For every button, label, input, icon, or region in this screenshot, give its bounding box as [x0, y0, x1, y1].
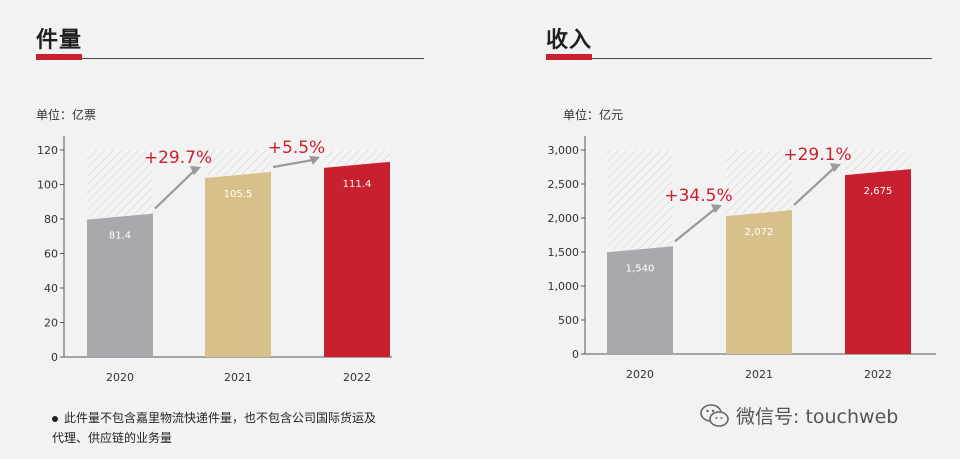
y-tick-label: 0 — [572, 348, 579, 361]
growth-arrow-head — [830, 163, 841, 173]
bar-value-label: 81.4 — [109, 231, 131, 242]
y-tick-label: 1,500 — [548, 246, 580, 259]
volume-title-rule — [36, 58, 424, 59]
growth-arrow-line — [674, 207, 717, 243]
hatch-area — [205, 150, 271, 176]
x-category-label: 2021 — [745, 368, 773, 381]
y-tick-label: 500 — [558, 314, 579, 327]
volume-title-accent — [36, 54, 82, 60]
y-tick-label: 1,000 — [548, 280, 580, 293]
footnote-line-2: 代理、供应链的业务量 — [52, 431, 173, 445]
volume-unit-label: 单位：亿票 — [36, 108, 97, 122]
volume-panel: 件量 单位：亿票 0 20 40 60 80 100 120 81.4 2020 105.5 202… — [36, 28, 424, 384]
growth-label: +29.1% — [783, 145, 851, 165]
y-tick-label: 80 — [44, 213, 58, 226]
growth-label: +29.7% — [144, 148, 212, 168]
growth-arrow-line — [793, 166, 836, 206]
y-tick-label: 3,000 — [548, 144, 580, 157]
revenue-unit-label: 单位：亿元 — [563, 108, 624, 122]
bar-2022 — [324, 161, 390, 357]
revenue-title-accent — [546, 54, 592, 60]
revenue-title: 收入 — [546, 28, 593, 53]
footnote-line-1: 此件量不包含嘉里物流快递件量，也不包含公司国际货运及 — [64, 411, 377, 425]
revenue-title-rule — [546, 58, 932, 59]
growth-arrow-head — [711, 204, 722, 214]
bar-2020 — [87, 213, 153, 357]
y-tick-label: 20 — [44, 317, 58, 330]
y-tick-label: 60 — [44, 248, 58, 261]
y-tick-label: 0 — [51, 351, 58, 364]
watermark: 微信号: touchweb — [700, 402, 898, 429]
watermark-text: 微信号: touchweb — [736, 406, 899, 428]
hatch-area — [87, 150, 153, 217]
x-category-label: 2022 — [864, 368, 892, 381]
x-category-label: 2020 — [626, 368, 654, 381]
hatch-area — [607, 150, 673, 250]
bar-2022 — [845, 169, 911, 354]
y-tick-label: 120 — [37, 144, 58, 157]
growth-label: +34.5% — [664, 186, 732, 206]
y-tick-label: 2,000 — [548, 212, 580, 225]
y-tick-label: 100 — [37, 179, 58, 192]
bar-value-label: 105.5 — [224, 189, 253, 200]
bar-2020 — [607, 246, 673, 354]
y-tick-label: 2,500 — [548, 178, 580, 191]
growth-arrow-line — [154, 169, 196, 210]
x-category-label: 2022 — [343, 371, 371, 384]
hatch-area — [845, 150, 911, 173]
volume-title: 件量 — [36, 28, 83, 53]
x-category-label: 2020 — [106, 371, 134, 384]
growth-arrow-head — [190, 166, 201, 176]
wechat-icon — [700, 403, 729, 427]
x-category-label: 2021 — [224, 371, 252, 384]
bar-value-label: 2,072 — [745, 227, 774, 238]
hatch-area — [324, 150, 390, 165]
revenue-panel: 收入 单位：亿元 0 500 1,000 1,500 2,000 2,500 3,000 1,… — [480, 0, 960, 459]
hatch-area — [726, 150, 792, 214]
bullet-icon — [52, 415, 58, 422]
volume-chart: 0 20 40 60 80 100 120 81.4 2020 105.5 2021 111.4 202… — [37, 136, 392, 384]
bar-value-label: 111.4 — [343, 179, 372, 190]
bar-value-label: 1,540 — [626, 263, 655, 274]
revenue-chart: 0 500 1,000 1,500 2,000 2,500 3,000 1,540 2020 2,… — [548, 136, 936, 381]
bar-value-label: 2,675 — [864, 186, 893, 197]
footnote: 此件量不包含嘉里物流快递件量，也不包含公司国际货运及 代理、供应链的业务量 — [52, 408, 376, 448]
growth-label: +5.5% — [268, 138, 325, 158]
y-tick-label: 40 — [44, 282, 58, 295]
growth-arrow-head — [309, 155, 320, 165]
bar-2021 — [205, 172, 271, 357]
growth-arrow-line — [272, 158, 315, 169]
bar-2021 — [726, 210, 792, 354]
